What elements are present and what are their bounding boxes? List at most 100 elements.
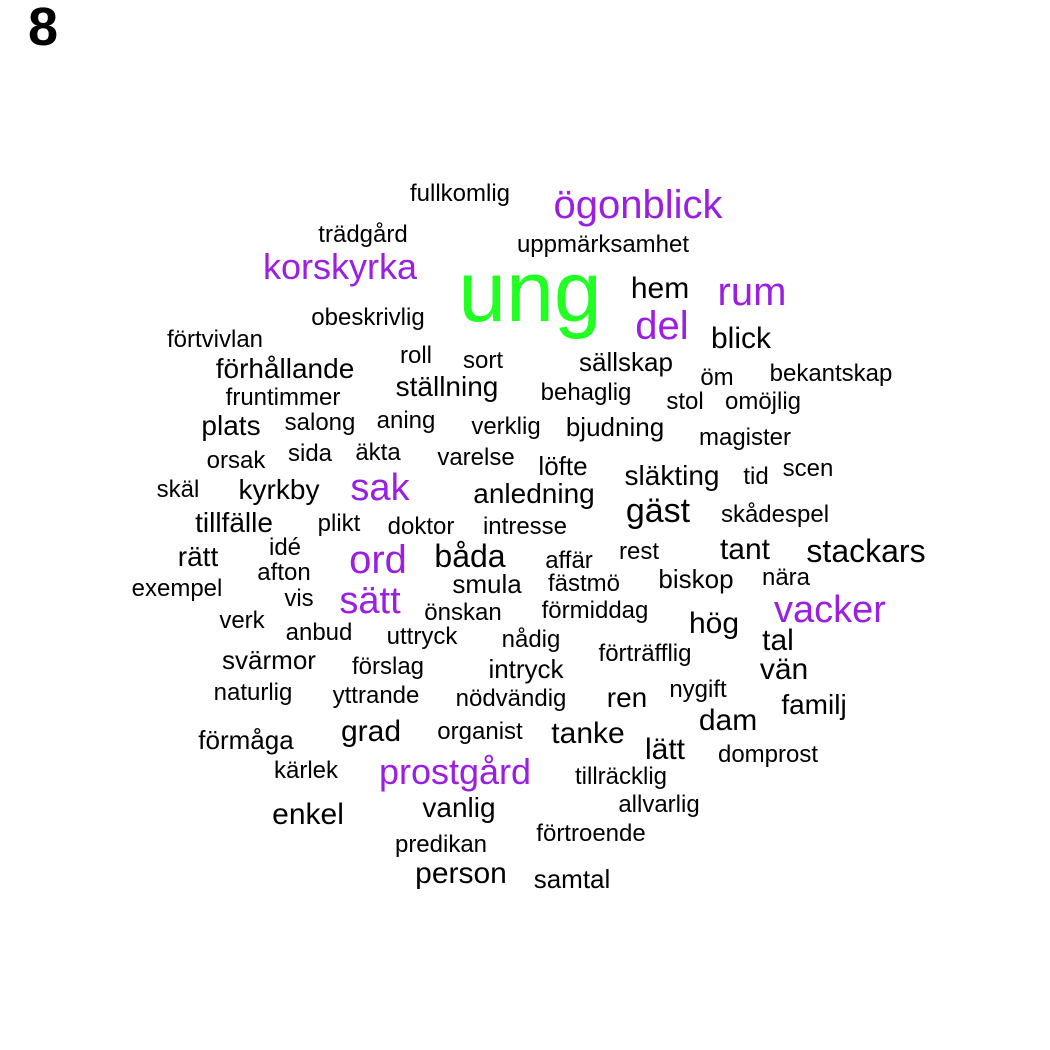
word-rest: rest — [618, 538, 660, 565]
word-obeskrivlig: obeskrivlig — [311, 304, 425, 331]
word-doktor: doktor — [387, 513, 455, 540]
word-bekantskap: bekantskap — [769, 360, 893, 387]
word-ord: ord — [349, 538, 407, 582]
word-svarmor: svärmor — [222, 645, 316, 675]
word-fastmo: fästmö — [547, 570, 621, 597]
word-ide: idé — [268, 534, 302, 561]
panel-label: 8 — [28, 0, 59, 57]
word-tillracklig: tillräcklig — [574, 763, 668, 790]
word-karlek: kärlek — [273, 757, 339, 784]
word-grad: grad — [340, 715, 402, 748]
word-skal: skäl — [156, 476, 200, 503]
word-anbud: anbud — [285, 619, 353, 646]
word-naturlig: naturlig — [213, 679, 293, 706]
word-enkel: enkel — [272, 798, 344, 831]
word-tradgard: trädgård — [318, 221, 408, 248]
word-sak: sak — [350, 467, 410, 509]
word-kyrkby: kyrkby — [238, 474, 320, 505]
word-slakting: släkting — [624, 460, 720, 491]
word-ratt: rätt — [177, 541, 219, 572]
word-sort: sort — [462, 347, 504, 374]
word-dam: dam — [698, 704, 758, 737]
word-stol: stol — [666, 388, 704, 415]
word-plats: plats — [201, 410, 261, 441]
word-uppmarksamhet: uppmärksamhet — [516, 231, 690, 258]
word-orsak: orsak — [206, 447, 266, 474]
word-allvarlig: allvarlig — [618, 791, 700, 818]
word-ogonblick: ögonblick — [553, 183, 723, 227]
word-fortvivlan: förtvivlan — [166, 326, 264, 353]
word-aning: aning — [376, 407, 436, 434]
word-affar: affär — [545, 547, 593, 574]
word-fruntimmer: fruntimmer — [225, 384, 341, 411]
word-formiddag: förmiddag — [541, 597, 649, 624]
word-behaglig: behaglig — [540, 379, 632, 406]
word-nara: nära — [761, 564, 811, 591]
word-formaga: förmåga — [198, 725, 294, 755]
word-verklig: verklig — [471, 413, 541, 440]
word-prostgard: prostgård — [378, 751, 532, 792]
word-stallning: ställning — [395, 371, 499, 402]
word-korskyrka: korskyrka — [262, 246, 418, 287]
word-hem: hem — [630, 272, 690, 305]
word-salong: salong — [284, 409, 356, 436]
word-biskop: biskop — [658, 564, 734, 594]
word-forslag: förslag — [351, 653, 425, 680]
word-fullkomlig: fullkomlig — [409, 180, 511, 207]
word-stackars: stackars — [806, 533, 926, 569]
word-vacker: vacker — [774, 589, 886, 631]
word-forhallande: förhållande — [215, 353, 355, 384]
word-intryck: intryck — [488, 654, 564, 684]
word-sallskap: sällskap — [579, 347, 673, 377]
word-del: del — [635, 304, 689, 348]
word-tant: tant — [719, 533, 771, 566]
word-skadespel: skådespel — [720, 501, 830, 528]
word-lofte: löfte — [538, 451, 588, 481]
word-plikt: plikt — [317, 510, 361, 537]
word-ren: ren — [606, 682, 648, 713]
word-anledning: anledning — [473, 478, 595, 509]
word-scen: scen — [782, 455, 834, 482]
word-person: person — [415, 857, 507, 890]
word-familj: familj — [781, 689, 847, 720]
word-hog: hög — [688, 607, 740, 640]
word-tal: tal — [762, 624, 794, 657]
word-satt: sätt — [339, 580, 401, 622]
word-omojlig: omöjlig — [724, 388, 802, 415]
word-roll: roll — [399, 342, 433, 369]
word-akta: äkta — [355, 439, 401, 466]
word-blick: blick — [710, 322, 772, 355]
word-nygift: nygift — [669, 676, 727, 703]
word-rum: rum — [717, 270, 787, 314]
word-bada: båda — [434, 538, 506, 574]
word-fortroende: förtroende — [536, 820, 646, 847]
word-varelse: varelse — [437, 444, 515, 471]
word-domprost: domprost — [717, 741, 819, 768]
word-tid: tid — [743, 463, 769, 490]
word-fortrafflig: förträfflig — [598, 640, 692, 667]
word-sida: sida — [287, 440, 333, 467]
word-nadig: nådig — [501, 626, 561, 653]
word-predikan: predikan — [394, 831, 488, 858]
word-vanlig: vanlig — [422, 792, 496, 823]
word-exempel: exempel — [131, 575, 223, 602]
word-intresse: intresse — [482, 513, 568, 540]
word-afton: afton — [257, 559, 311, 586]
word-verk: verk — [219, 607, 265, 634]
word-smula: smula — [452, 569, 522, 599]
word-vis: vis — [284, 585, 314, 612]
word-nodvandig: nödvändig — [455, 685, 567, 712]
word-organist: organist — [437, 718, 523, 745]
word-om: öm — [700, 364, 734, 391]
word-samtal: samtal — [533, 864, 611, 894]
word-onskan: önskan — [424, 599, 502, 626]
word-latt: lätt — [644, 733, 686, 766]
word-magister: magister — [698, 424, 792, 451]
word-yttrande: yttrande — [332, 682, 420, 709]
word-ung: ung — [458, 244, 602, 340]
word-tillfalle: tillfälle — [195, 507, 273, 538]
word-gast: gäst — [625, 492, 691, 530]
word-uttryck: uttryck — [386, 623, 458, 650]
